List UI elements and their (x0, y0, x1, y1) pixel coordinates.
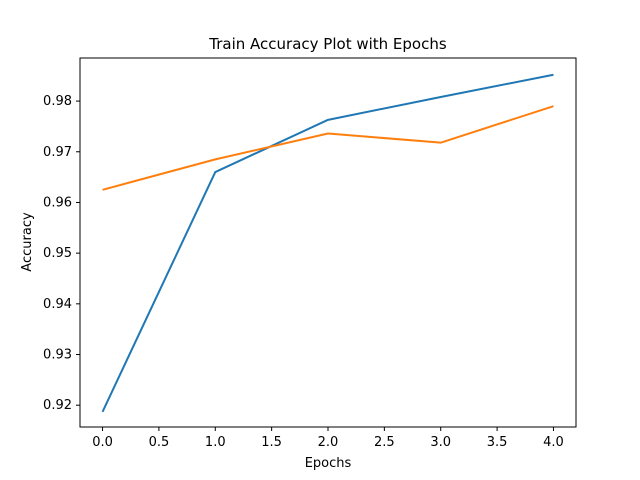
tick-layer: 0.0 0.5 1.0 1.5 2.0 2.5 3.0 3.5 4.0 0.92 0.93 0.94 0… (43, 94, 564, 450)
y-tick-label-1: 0.92 (43, 398, 72, 413)
series-line-2 (102, 105, 554, 191)
y-tick-label-5: 0.96 (43, 195, 72, 210)
y-axis-label: Accuracy (20, 212, 35, 272)
x-tick-label-6: 2.5 (374, 435, 395, 450)
x-tick-label-5: 2.0 (318, 435, 339, 450)
x-tick-label-3: 1.0 (205, 435, 226, 450)
y-tick-label-4: 0.95 (43, 246, 72, 261)
y-tick-label-2: 0.93 (43, 348, 72, 363)
chart-title: Train Accuracy Plot with Epochs (208, 35, 447, 53)
x-tick-label-7: 3.0 (430, 435, 451, 450)
y-tick-label-6: 0.97 (43, 145, 72, 160)
x-tick-label-4: 1.5 (261, 435, 282, 450)
x-tick-label-9: 4.0 (543, 435, 564, 450)
x-tick-label-1: 0.0 (92, 435, 113, 450)
x-axis-label: Epochs (305, 456, 352, 471)
series-line-1 (101, 73, 554, 413)
y-tick-label-3: 0.94 (43, 297, 72, 312)
x-tick-label-2: 0.5 (149, 435, 170, 450)
series-layer (101, 73, 554, 413)
plot-area (80, 58, 576, 427)
y-tick-label-7: 0.98 (43, 94, 72, 109)
x-tick-label-8: 3.5 (487, 435, 508, 450)
